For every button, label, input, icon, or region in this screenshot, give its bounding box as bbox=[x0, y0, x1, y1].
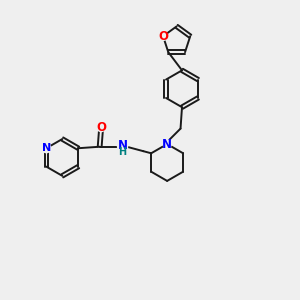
Circle shape bbox=[159, 32, 167, 41]
Text: H: H bbox=[118, 147, 127, 158]
Circle shape bbox=[163, 140, 171, 148]
Circle shape bbox=[97, 123, 105, 132]
Text: N: N bbox=[42, 143, 51, 153]
Circle shape bbox=[118, 141, 128, 151]
Circle shape bbox=[42, 144, 51, 153]
Text: N: N bbox=[162, 138, 172, 151]
Text: N: N bbox=[118, 139, 128, 152]
Text: O: O bbox=[96, 121, 106, 134]
Text: O: O bbox=[158, 30, 168, 43]
